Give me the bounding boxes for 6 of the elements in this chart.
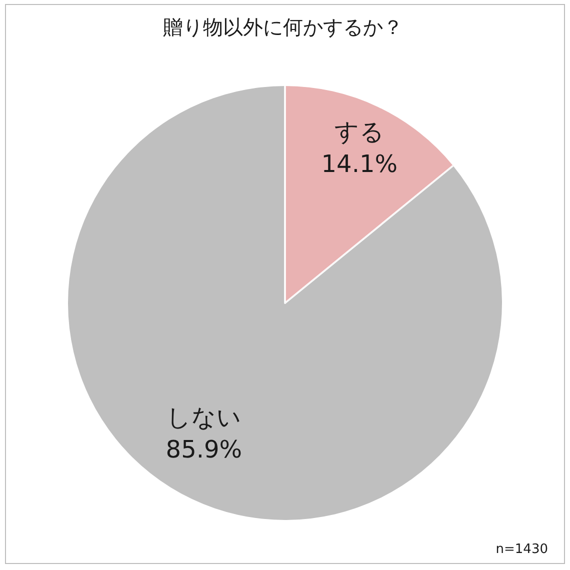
data-label: 85.9% — [166, 435, 242, 464]
text: n=1430 — [496, 542, 548, 557]
chart-title: 贈り物以外に何かするか？ — [163, 15, 403, 39]
data-label: 14.1% — [321, 150, 398, 178]
slice-label: しない — [166, 403, 242, 432]
slice-label: する — [334, 118, 384, 146]
